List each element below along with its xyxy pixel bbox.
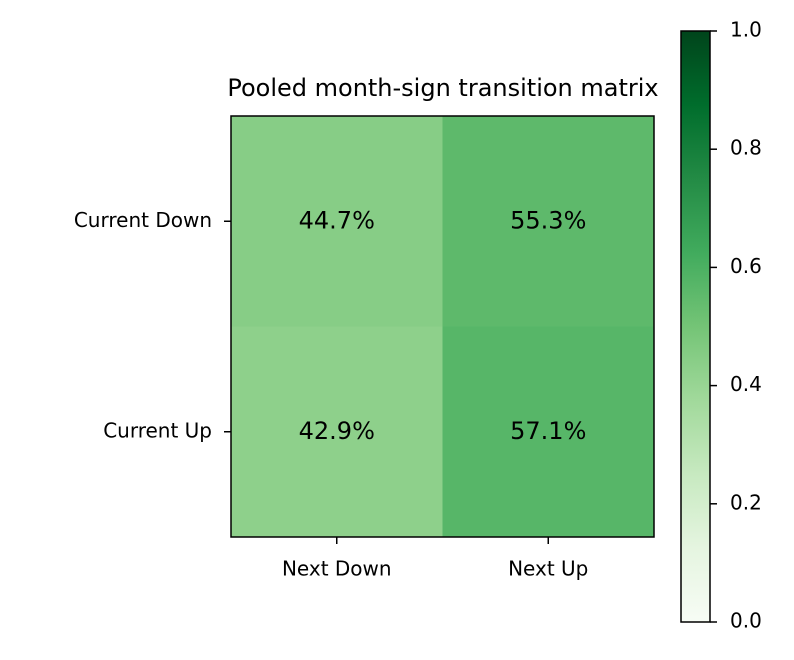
colorbar-tick-label: 0.4 — [730, 372, 762, 396]
heatmap-cell — [231, 326, 443, 537]
heatmap-cell — [442, 326, 654, 537]
x-tick-label: Next Down — [282, 557, 392, 581]
cell-label: 44.7% — [299, 206, 375, 234]
colorbar-tick-label: 0.8 — [730, 136, 762, 160]
plot-frame — [230, 115, 655, 538]
x-tick-label: Next Up — [508, 557, 588, 581]
y-tick-label: Current Up — [103, 418, 212, 442]
colorbar-tick-label: 0.6 — [730, 254, 762, 278]
chart-title: Pooled month-sign transition matrix — [227, 74, 658, 102]
cell-label: 55.3% — [510, 206, 586, 234]
heatmap-cell — [442, 116, 654, 327]
heatmap-cell — [231, 116, 443, 327]
colorbar — [680, 30, 711, 623]
colorbar-tick-label: 0.0 — [730, 609, 762, 633]
colorbar-tick-label: 1.0 — [730, 18, 762, 42]
colorbar-tick-label: 0.2 — [730, 490, 762, 514]
cell-label: 42.9% — [299, 417, 375, 445]
cell-label: 57.1% — [510, 417, 586, 445]
y-tick-label: Current Down — [74, 208, 212, 232]
